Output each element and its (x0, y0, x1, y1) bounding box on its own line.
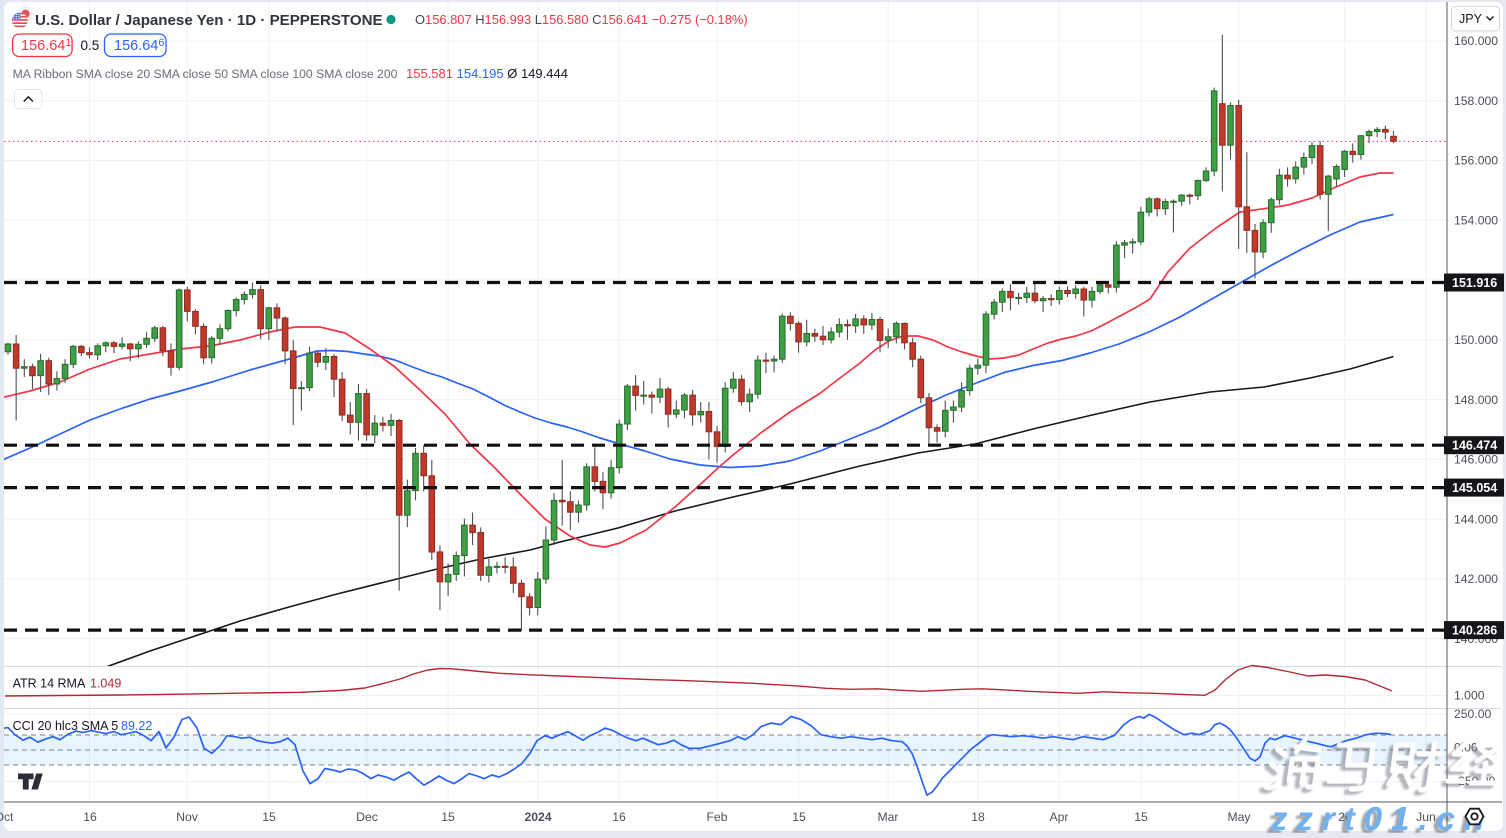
svg-text:JPY: JPY (1459, 12, 1483, 26)
svg-text:15: 15 (441, 810, 455, 824)
svg-text:zzrt01.cn: zzrt01.cn (1266, 803, 1489, 833)
svg-text:Apr: Apr (1050, 810, 1069, 824)
svg-text:150.000: 150.000 (1454, 333, 1498, 347)
svg-text:zzrt01.cn: zzrt01.cn (1270, 800, 1493, 833)
svg-text:May: May (1227, 810, 1251, 824)
svg-text:146.474: 146.474 (1452, 439, 1497, 453)
svg-text:Jun: Jun (1416, 810, 1436, 824)
svg-text:O156.807 H156.993 L156.580 C15: O156.807 H156.993 L156.580 C156.641 −0.2… (415, 12, 748, 27)
svg-text:148.000: 148.000 (1454, 393, 1498, 407)
svg-text:1.000: 1.000 (1454, 689, 1485, 703)
svg-text:16: 16 (612, 810, 626, 824)
svg-text:15: 15 (1134, 810, 1148, 824)
svg-text:15: 15 (792, 810, 806, 824)
svg-text:18: 18 (971, 810, 985, 824)
svg-text:ATR 14 RMA: ATR 14 RMA (13, 677, 86, 691)
svg-text:158.000: 158.000 (1454, 94, 1498, 108)
svg-text:Mar: Mar (878, 810, 899, 824)
svg-text:154.000: 154.000 (1454, 214, 1498, 228)
svg-text:15: 15 (262, 810, 276, 824)
svg-text:89.22: 89.22 (121, 719, 152, 733)
svg-text:1.049: 1.049 (90, 677, 121, 691)
svg-text:U.S. Dollar / Japanese Yen · 1: U.S. Dollar / Japanese Yen · 1D · PEPPER… (35, 12, 383, 29)
svg-text:151.916: 151.916 (1452, 276, 1497, 290)
svg-text:20: 20 (1338, 810, 1352, 824)
svg-text:16: 16 (83, 810, 97, 824)
svg-text:250.00: 250.00 (1454, 707, 1491, 721)
svg-text:MA Ribbon SMA close 20 SMA clo: MA Ribbon SMA close 20 SMA close 50 SMA … (13, 67, 398, 81)
svg-text:156.641: 156.641 (21, 37, 71, 54)
svg-text:146.000: 146.000 (1454, 453, 1498, 467)
svg-text:Feb: Feb (706, 810, 727, 824)
svg-text:160.000: 160.000 (1454, 34, 1498, 48)
svg-text:155.581 154.195 Ø 149.444: 155.581 154.195 Ø 149.444 (406, 66, 568, 81)
svg-text:140.286: 140.286 (1452, 624, 1497, 638)
svg-text:0.5: 0.5 (81, 38, 100, 53)
svg-text:145.054: 145.054 (1452, 481, 1497, 495)
svg-text:156.000: 156.000 (1454, 154, 1498, 168)
svg-text:2024: 2024 (524, 810, 551, 824)
svg-text:CCI 20 hlc3 SMA 5: CCI 20 hlc3 SMA 5 (13, 719, 119, 733)
svg-text:142.000: 142.000 (1454, 572, 1498, 586)
svg-text:144.000: 144.000 (1454, 512, 1498, 526)
svg-text:Oct: Oct (0, 810, 14, 824)
svg-text:Dec: Dec (356, 810, 378, 824)
svg-text:Nov: Nov (176, 810, 199, 824)
svg-text:156.646: 156.646 (114, 37, 164, 54)
